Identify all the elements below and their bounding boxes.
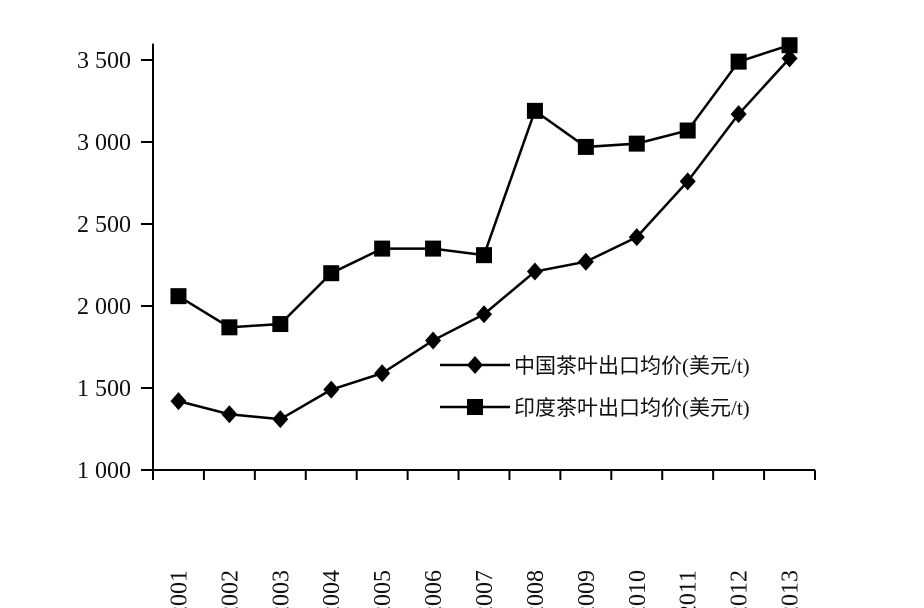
- data-point: [577, 252, 594, 271]
- y-tick-label: 3 000: [77, 130, 131, 156]
- data-point: [374, 364, 391, 383]
- x-tick-label: 2005: [370, 570, 396, 608]
- legend-marker: [467, 356, 483, 374]
- data-point: [221, 319, 238, 336]
- x-tick-label: 2008: [523, 570, 549, 608]
- data-point: [526, 102, 543, 119]
- x-tick-label: 2010: [625, 570, 651, 608]
- data-point: [577, 138, 594, 155]
- data-point: [323, 380, 340, 399]
- data-point: [374, 240, 391, 257]
- x-tick-label: 2003: [268, 570, 294, 608]
- x-tick-label: 2007: [472, 570, 498, 608]
- x-tick-label: 2001: [166, 570, 192, 608]
- x-tick-label: 2004: [319, 570, 345, 608]
- data-point: [679, 122, 696, 139]
- data-point: [323, 265, 340, 282]
- data-point: [272, 410, 289, 429]
- data-point: [272, 316, 289, 333]
- data-point: [476, 305, 492, 324]
- data-point: [781, 37, 798, 54]
- data-point: [526, 262, 543, 281]
- data-point: [628, 135, 645, 152]
- y-tick-label: 2 500: [77, 212, 131, 238]
- data-point: [425, 331, 442, 350]
- data-point: [628, 228, 645, 247]
- x-tick-label: 2002: [217, 570, 243, 608]
- legend-label: 印度茶叶出口均价(美元/t): [514, 396, 750, 420]
- data-point: [170, 392, 187, 411]
- data-point: [679, 172, 696, 191]
- legend-label: 中国茶叶出口均价(美元/t): [514, 354, 750, 378]
- y-tick-label: 3 500: [77, 48, 131, 74]
- series-line: [177, 44, 790, 329]
- data-point: [730, 105, 747, 124]
- x-tick-label: 2009: [574, 570, 600, 608]
- data-point: [730, 53, 747, 70]
- y-tick-label: 2 000: [77, 294, 131, 320]
- legend-marker: [467, 399, 483, 415]
- y-tick-label: 1 000: [77, 458, 131, 484]
- x-tick-label: 2011: [676, 570, 702, 608]
- data-point: [170, 288, 187, 305]
- data-point: [476, 247, 492, 264]
- x-tick-label: 2013: [778, 570, 804, 608]
- data-point: [425, 240, 442, 257]
- data-point: [221, 405, 238, 424]
- y-tick-label: 1 500: [77, 376, 131, 402]
- x-tick-label: 2006: [421, 570, 447, 608]
- data-point: [781, 49, 798, 68]
- x-tick-label: 2012: [727, 570, 753, 608]
